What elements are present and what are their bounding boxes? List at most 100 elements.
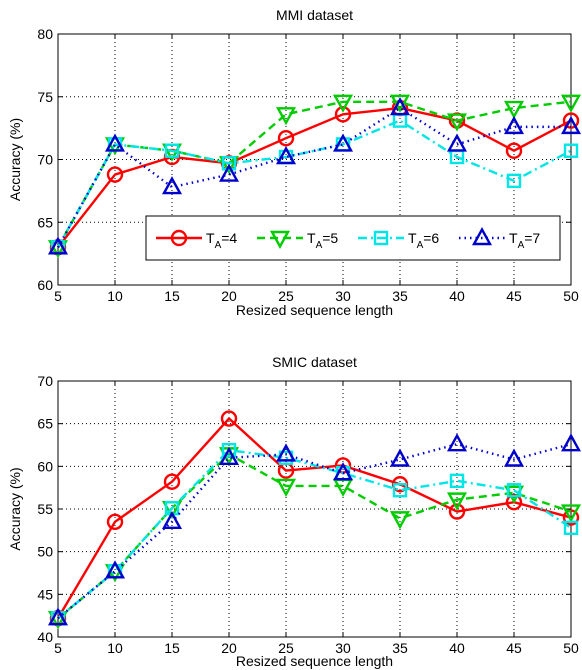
data-point <box>220 410 238 427</box>
x-axis-label: Resized sequence length <box>236 653 393 669</box>
x-tick-label: 40 <box>449 640 465 656</box>
y-tick-label: 60 <box>37 458 53 474</box>
x-axis-label: Resized sequence length <box>236 302 393 318</box>
data-point <box>506 173 522 189</box>
chart-mmi: MMI dataset Resized sequence length Accu… <box>7 7 582 318</box>
legend-label: TA=6 <box>408 230 439 251</box>
data-point <box>563 143 579 158</box>
series-4 <box>47 433 582 626</box>
data-point <box>275 478 297 497</box>
x-tick-label: 30 <box>335 640 351 656</box>
x-tick-label: 35 <box>392 288 408 304</box>
y-tick-label: 45 <box>37 586 53 602</box>
data-point <box>275 443 297 462</box>
data-point <box>275 146 297 165</box>
x-tick-label: 30 <box>335 288 351 304</box>
y-tick-label: 65 <box>37 416 53 432</box>
series-line <box>56 417 572 619</box>
series-4 <box>47 97 582 255</box>
data-point <box>221 442 237 458</box>
legend-marker <box>269 230 291 249</box>
y-axis-label: Accuracy (%) <box>7 467 23 550</box>
legend: TA=4 TA=5 TA=6 TA=7 <box>145 215 561 261</box>
data-point <box>106 166 124 183</box>
data-point <box>389 511 411 530</box>
data-point <box>161 510 183 529</box>
y-tick-label: 60 <box>37 277 53 293</box>
data-point <box>277 129 295 147</box>
data-point <box>503 100 525 120</box>
data-point <box>47 607 69 626</box>
data-point <box>563 520 579 535</box>
data-point <box>104 560 126 579</box>
data-point <box>446 113 468 132</box>
data-point <box>334 106 352 123</box>
legend-marker <box>373 230 389 246</box>
x-tick-label: 15 <box>164 288 180 304</box>
x-tick-label: 10 <box>107 288 123 304</box>
data-point <box>332 462 354 481</box>
y-tick-label: 65 <box>37 214 53 230</box>
x-tick-label: 45 <box>506 640 522 656</box>
x-tick-label: 25 <box>278 288 294 304</box>
data-point <box>449 473 465 489</box>
y-tick-label: 40 <box>37 629 53 645</box>
x-tick-label: 50 <box>563 640 579 656</box>
tick-labels: 5 10 15 20 25 30 35 40 45 50 40 45 50 55 60 65 70 <box>37 373 579 656</box>
data-point <box>389 97 411 116</box>
legend-label: TA=5 <box>307 230 338 251</box>
data-point <box>560 504 582 523</box>
data-point <box>446 433 468 452</box>
data-point <box>275 107 297 126</box>
data-point <box>106 513 124 530</box>
legend-marker <box>471 227 493 246</box>
y-tick-label: 70 <box>37 152 53 168</box>
x-tick-label: 20 <box>221 288 237 304</box>
data-point <box>392 483 408 498</box>
data-point <box>446 492 468 511</box>
y-tick-label: 50 <box>37 544 53 560</box>
tick-marks <box>57 33 572 286</box>
data-point <box>47 236 69 255</box>
data-point <box>164 143 180 158</box>
chart-title: MMI dataset <box>276 7 353 23</box>
legend-marker <box>170 229 188 247</box>
data-point <box>503 115 525 135</box>
x-tick-label: 5 <box>54 640 62 656</box>
x-tick-label: 50 <box>563 288 579 304</box>
tick-labels: 5 10 15 20 25 30 35 40 45 50 60 65 70 75 80 <box>37 26 579 304</box>
tick-marks <box>57 380 572 638</box>
data-point <box>506 483 522 498</box>
chart-smic: SMIC dataset Resized sequence length Acc… <box>7 354 582 669</box>
data-point <box>560 433 582 452</box>
data-point <box>448 503 466 520</box>
data-point <box>104 133 126 152</box>
y-axis-label: Accuracy (%) <box>7 118 23 201</box>
chart-title: SMIC dataset <box>272 354 357 370</box>
data-point <box>218 163 240 182</box>
series-line <box>56 106 571 248</box>
series-layer <box>47 94 582 259</box>
x-tick-label: 45 <box>506 288 522 304</box>
data-point <box>221 156 237 171</box>
data-point <box>161 176 183 195</box>
series-layer <box>47 410 582 630</box>
x-tick-label: 20 <box>221 640 237 656</box>
data-point <box>505 142 523 159</box>
data-point <box>389 94 411 113</box>
data-point <box>560 94 582 113</box>
legend-label: TA=7 <box>509 230 540 251</box>
x-tick-label: 10 <box>107 640 123 656</box>
data-point <box>389 448 411 467</box>
legend-label: TA=4 <box>206 230 237 251</box>
data-point <box>446 133 468 152</box>
series-line <box>57 453 572 620</box>
y-tick-label: 55 <box>37 501 53 517</box>
x-tick-label: 5 <box>54 288 62 304</box>
data-point <box>218 446 240 465</box>
y-tick-label: 70 <box>37 373 53 389</box>
series-line <box>57 448 572 620</box>
data-point <box>332 133 354 152</box>
data-point <box>163 473 181 490</box>
